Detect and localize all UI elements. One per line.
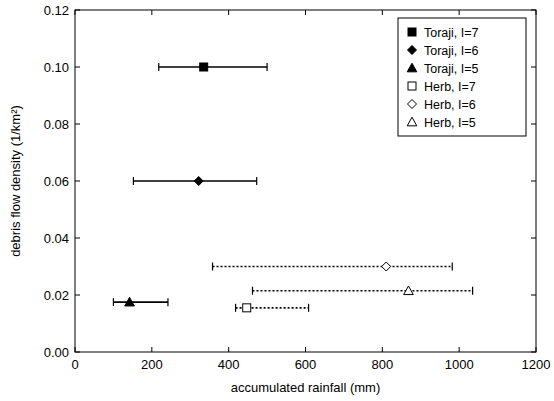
- x-tick: [536, 10, 537, 15]
- y-tick: [531, 238, 536, 239]
- legend-label: Herb, I=5: [424, 116, 476, 130]
- error-bar-cap: [212, 263, 213, 271]
- y-tick: [531, 67, 536, 68]
- y-tick: [75, 352, 80, 353]
- x-axis-title: accumulated rainfall (mm): [231, 380, 381, 395]
- point: [404, 286, 414, 295]
- point: [382, 262, 391, 271]
- legend-label: Toraji, I=6: [424, 44, 479, 58]
- legend-label: Toraji, I=7: [424, 26, 479, 40]
- point: [194, 177, 203, 186]
- legend-label: Toraji, I=5: [424, 62, 479, 76]
- error-bar-cap: [472, 287, 473, 295]
- x-tick-label: 1200: [522, 357, 551, 372]
- x-tick: [459, 347, 460, 352]
- y-tick-label: 0.12: [44, 3, 69, 18]
- error-bar-cap: [113, 298, 114, 306]
- x-tick-label: 600: [295, 357, 317, 372]
- error-bar-cap: [158, 63, 159, 71]
- x-tick: [536, 347, 537, 352]
- y-tick: [531, 124, 536, 125]
- error-bar: [133, 177, 256, 185]
- y-axis-title: debris flow density (1/km²): [8, 105, 23, 257]
- y-tick: [75, 181, 80, 182]
- y-tick: [75, 238, 80, 239]
- x-tick-label: 800: [371, 357, 393, 372]
- y-tick-label: 0.06: [44, 174, 69, 189]
- legend-box: [398, 18, 526, 136]
- error-bar-cap: [167, 298, 168, 306]
- legend-marker: [408, 28, 416, 36]
- x-tick: [75, 10, 76, 15]
- plot-frame: [75, 10, 536, 352]
- legend-marker: [408, 46, 417, 55]
- x-tick: [305, 10, 306, 15]
- error-bar-cap: [252, 287, 253, 295]
- error-bar-cap: [308, 304, 309, 312]
- x-tick-label: 1000: [445, 357, 474, 372]
- point: [243, 304, 251, 312]
- x-tick: [228, 347, 229, 352]
- x-tick: [305, 347, 306, 352]
- error-bar-line: [252, 290, 472, 292]
- y-tick: [75, 295, 80, 296]
- y-tick-label: 0.04: [44, 231, 69, 246]
- error-bar-cap: [452, 263, 453, 271]
- error-bar-cap: [133, 177, 134, 185]
- error-bar: [252, 287, 472, 295]
- y-tick: [531, 10, 536, 11]
- chart: 0 200 400 600 800 1000 1200 0.00 0.02 0.04 0.06 0.0…: [0, 0, 554, 401]
- legend: Toraji, I=7 Toraji, I=6 Toraji, I=5 Herb, I…: [398, 18, 526, 136]
- y-tick-label: 0.08: [44, 117, 69, 132]
- x-tick: [151, 347, 152, 352]
- legend-marker: [408, 100, 417, 109]
- y-tick: [531, 352, 536, 353]
- error-bar-cap: [266, 63, 267, 71]
- y-tick: [75, 10, 80, 11]
- y-tick-label: 0.10: [44, 60, 69, 75]
- y-tick: [75, 67, 80, 68]
- y-tick: [75, 124, 80, 125]
- point: [200, 63, 208, 71]
- x-tick-label: 0: [71, 357, 78, 372]
- point: [125, 297, 135, 306]
- legend-marker: [407, 117, 417, 126]
- error-bar-line: [159, 66, 267, 68]
- y-tick-label: 0.00: [44, 345, 69, 360]
- y-tick: [531, 295, 536, 296]
- x-tick: [382, 10, 383, 15]
- error-bar: [159, 63, 267, 71]
- error-bar: [213, 263, 453, 271]
- legend-marker: [407, 63, 417, 72]
- error-bar-line: [113, 301, 168, 303]
- error-bar: [113, 298, 168, 306]
- x-tick: [151, 10, 152, 15]
- x-tick-label: 200: [141, 357, 163, 372]
- x-tick: [228, 10, 229, 15]
- x-tick: [459, 10, 460, 15]
- error-bar-cap: [256, 177, 257, 185]
- legend-label: Herb, I=7: [424, 80, 476, 94]
- error-bar: [236, 304, 309, 312]
- y-tick-label: 0.02: [44, 288, 69, 303]
- x-tick: [382, 347, 383, 352]
- error-bar-line: [213, 266, 453, 268]
- y-tick: [531, 181, 536, 182]
- legend-marker: [408, 82, 416, 90]
- x-tick-label: 400: [218, 357, 240, 372]
- x-tick: [75, 347, 76, 352]
- error-bar-cap: [235, 304, 236, 312]
- legend-label: Herb, I=6: [424, 98, 476, 112]
